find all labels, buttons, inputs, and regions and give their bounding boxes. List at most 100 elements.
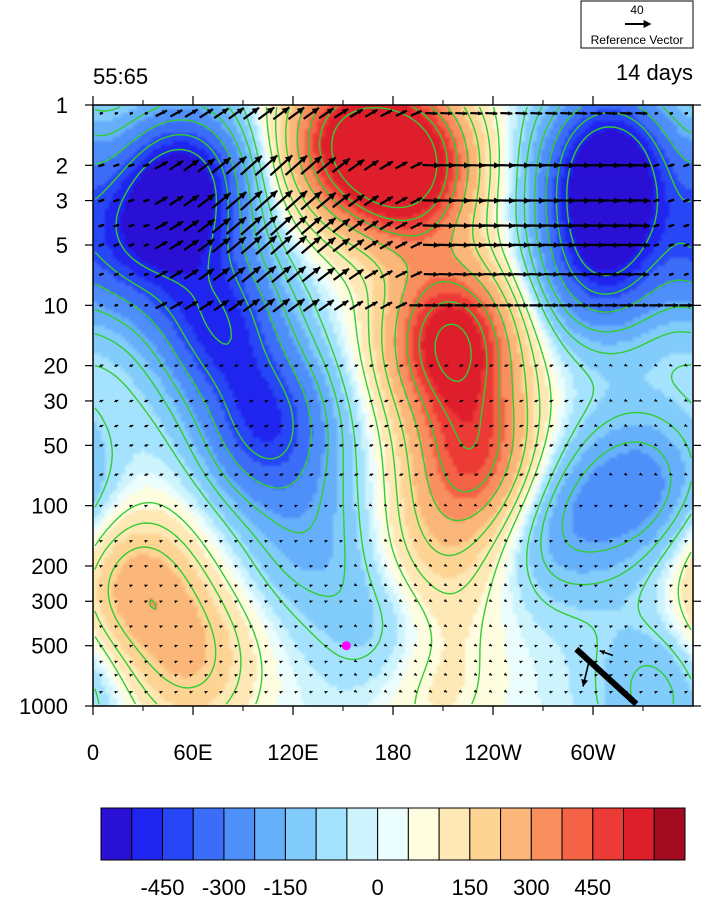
vector-arrow <box>428 659 433 663</box>
vector-arrow <box>527 242 545 249</box>
vector-arrow <box>572 242 590 249</box>
vector-arrow <box>204 674 208 677</box>
vector-arrow <box>413 643 418 647</box>
vector-arrow <box>114 473 119 477</box>
vector-arrow <box>608 398 613 402</box>
vector-arrow <box>379 160 394 171</box>
vector-arrow <box>605 111 618 116</box>
vector-arrow <box>488 563 493 567</box>
vector-arrow <box>279 600 283 604</box>
x-tick-label: 120E <box>267 740 318 765</box>
vector-arrow <box>428 563 433 567</box>
vector-arrow <box>459 399 464 403</box>
vector-arrow <box>219 690 223 694</box>
vector-arrow <box>497 222 516 229</box>
vector-arrow <box>564 690 568 694</box>
vector-arrow <box>454 302 469 308</box>
vector-arrow <box>99 504 103 508</box>
vector-arrow <box>519 644 523 648</box>
colorbar-box <box>100 807 133 861</box>
vector-arrow <box>143 223 150 228</box>
vector-arrow <box>324 504 328 508</box>
vector-arrow <box>458 689 463 693</box>
vector-arrow <box>429 364 434 368</box>
vector-arrow <box>332 237 351 253</box>
vector-arrow <box>593 472 598 476</box>
vector-arrow <box>488 623 493 628</box>
vector-arrow <box>608 423 613 427</box>
vector-arrow <box>255 235 278 255</box>
y-tick-label: 20 <box>44 354 68 379</box>
vector-arrow <box>528 271 544 278</box>
vector-arrow <box>354 424 359 428</box>
vector-arrow <box>174 424 179 428</box>
vector-arrow <box>413 689 418 693</box>
vector-arrow <box>368 538 373 542</box>
vector-arrow <box>470 111 483 116</box>
vector-arrow <box>549 690 553 694</box>
vector-arrow <box>159 660 163 664</box>
vector-arrow <box>638 363 643 367</box>
vector-arrow <box>348 219 365 233</box>
vector-arrow <box>219 540 223 543</box>
vector-arrow <box>285 235 308 255</box>
vector-arrow <box>129 399 134 403</box>
vector-arrow <box>653 272 659 277</box>
vector-arrow <box>309 644 313 648</box>
vector-arrow <box>254 154 279 177</box>
vector-arrow <box>174 399 179 403</box>
colorbar-box <box>500 807 532 861</box>
vector-arrow <box>114 690 118 694</box>
vector-arrow <box>286 265 307 283</box>
vector-arrow <box>159 565 163 568</box>
vector-arrow <box>579 504 583 508</box>
vector-arrow <box>368 503 373 507</box>
vector-arrow <box>309 444 314 448</box>
vector-arrow <box>399 399 404 403</box>
vector-arrow <box>302 298 320 313</box>
vector-arrow <box>234 424 239 428</box>
vector-arrow <box>99 444 104 448</box>
vector-arrow <box>534 444 539 448</box>
vector-arrow <box>294 565 298 568</box>
vector-arrow <box>169 220 184 231</box>
vector-arrow <box>183 194 200 207</box>
vector-arrow <box>159 644 163 648</box>
vector-arrow <box>144 473 149 477</box>
vector-arrow <box>349 300 364 311</box>
vector-arrow <box>241 265 262 283</box>
vector-arrow <box>294 473 299 477</box>
vector-arrow <box>599 650 614 657</box>
vector-arrow <box>113 223 120 228</box>
vector-arrow <box>484 302 499 308</box>
vector-arrow <box>129 111 134 116</box>
vector-arrow <box>608 472 613 476</box>
vector-arrow <box>309 504 313 508</box>
vector-arrow <box>234 364 239 368</box>
vector-arrow <box>219 584 223 588</box>
vector-arrow <box>654 690 658 694</box>
vector-arrow <box>503 643 508 647</box>
vector-arrow <box>623 398 628 402</box>
vector-arrow <box>204 424 209 428</box>
vector-arrow <box>413 598 418 603</box>
vector-arrow <box>534 540 538 543</box>
vector-arrow <box>219 473 224 477</box>
vector-arrow <box>264 690 268 694</box>
vector-arrow <box>519 600 523 604</box>
vector-arrow <box>114 584 118 588</box>
vector-arrow <box>534 424 539 428</box>
vector-arrow <box>144 399 149 403</box>
vector-arrow <box>339 690 343 694</box>
vector-arrow <box>279 690 283 694</box>
vector-arrow <box>639 565 643 568</box>
vector-arrow <box>114 303 119 308</box>
vector-arrow <box>653 398 658 402</box>
vector-arrow <box>414 399 419 403</box>
vector-arrow <box>519 364 524 368</box>
vector-arrow <box>270 235 293 256</box>
vector-arrow <box>489 473 494 477</box>
vector-arrow <box>168 195 184 206</box>
vector-arrow <box>225 155 248 175</box>
vector-arrow <box>204 625 208 629</box>
